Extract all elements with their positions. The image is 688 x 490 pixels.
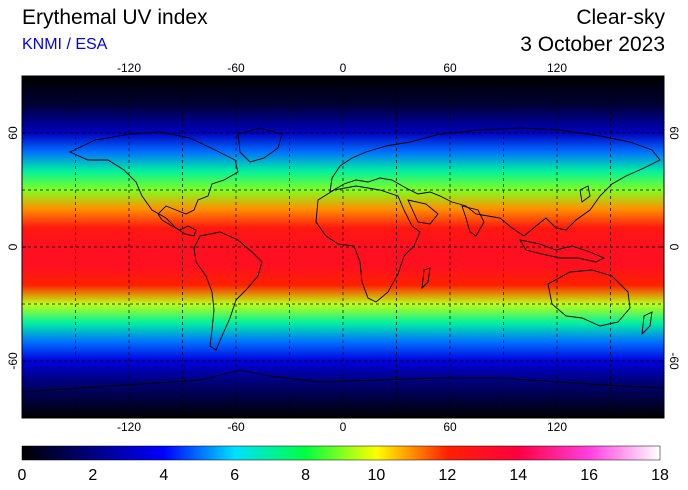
colorbar-tick-label: 12: [438, 467, 456, 484]
colorbar-tick-label: 0: [18, 467, 27, 484]
coastline-indonesia: [519, 239, 606, 263]
coastline-north-america: [68, 131, 239, 237]
colorbar-tick-label: 4: [159, 467, 168, 484]
coastline-greenland: [237, 127, 283, 163]
source-label: KNMI / ESA: [22, 36, 108, 53]
coastline-new-zealand: [641, 311, 653, 336]
coastline-japan: [579, 185, 591, 203]
coastline-south-america: [193, 231, 263, 351]
lon-tick-label-bottom: 0: [340, 420, 347, 434]
lat-tick-label-left: 0: [6, 243, 20, 250]
date-label: 3 October 2023: [520, 33, 665, 56]
colorbar: [21, 445, 661, 461]
colorbar-labels: 0 2 4 6 8 10 12 14 16 18: [18, 467, 669, 484]
lat-tick-label-right: -60: [667, 352, 681, 370]
coastline-eurasia: [329, 127, 661, 237]
graticule: [22, 76, 664, 418]
lon-tick-label-top: 120: [547, 61, 567, 75]
colorbar-tick-label: 14: [509, 467, 527, 484]
coastline-india: [461, 205, 485, 237]
colorbar-tick-label: 18: [651, 467, 669, 484]
colorbar-tick-label: 16: [580, 467, 598, 484]
lat-tick-label-left: 60: [6, 126, 20, 140]
longitude-ticks-bottom: -120 -60 0 60 120: [117, 414, 567, 434]
latitude-ticks-left: 60 0 -60: [6, 126, 26, 370]
lon-tick-label-bottom: -60: [227, 420, 245, 434]
coastline-australia: [547, 269, 631, 327]
latitude-ticks-right: 60 0 -60: [660, 126, 681, 370]
lat-tick-label-right: 60: [667, 126, 681, 140]
lon-tick-label-top: -120: [117, 61, 141, 75]
lon-tick-label-top: -60: [227, 61, 245, 75]
colorbar-tick-label: 8: [301, 467, 310, 484]
longitude-ticks-top: -120 -60 0 60 120: [117, 61, 567, 80]
colorbar-tick-label: 2: [88, 467, 97, 484]
lon-tick-label-top: 0: [340, 61, 347, 75]
lon-tick-label-bottom: 120: [547, 420, 567, 434]
colorbar-tick-label: 10: [368, 467, 386, 484]
lon-tick-label-top: 60: [443, 61, 457, 75]
sky-condition-label: Clear-sky: [576, 6, 665, 29]
coastline-madagascar: [421, 267, 431, 290]
lon-tick-label-bottom: 60: [443, 420, 457, 434]
coastline-arabia: [407, 199, 439, 225]
coastline-antarctica: [22, 369, 664, 393]
map-title: Erythemal UV index: [22, 6, 208, 29]
lat-tick-label-right: 0: [667, 244, 681, 251]
lat-tick-label-left: -60: [6, 352, 20, 370]
lon-tick-label-bottom: -120: [117, 420, 141, 434]
colorbar-tick-label: 6: [230, 467, 239, 484]
